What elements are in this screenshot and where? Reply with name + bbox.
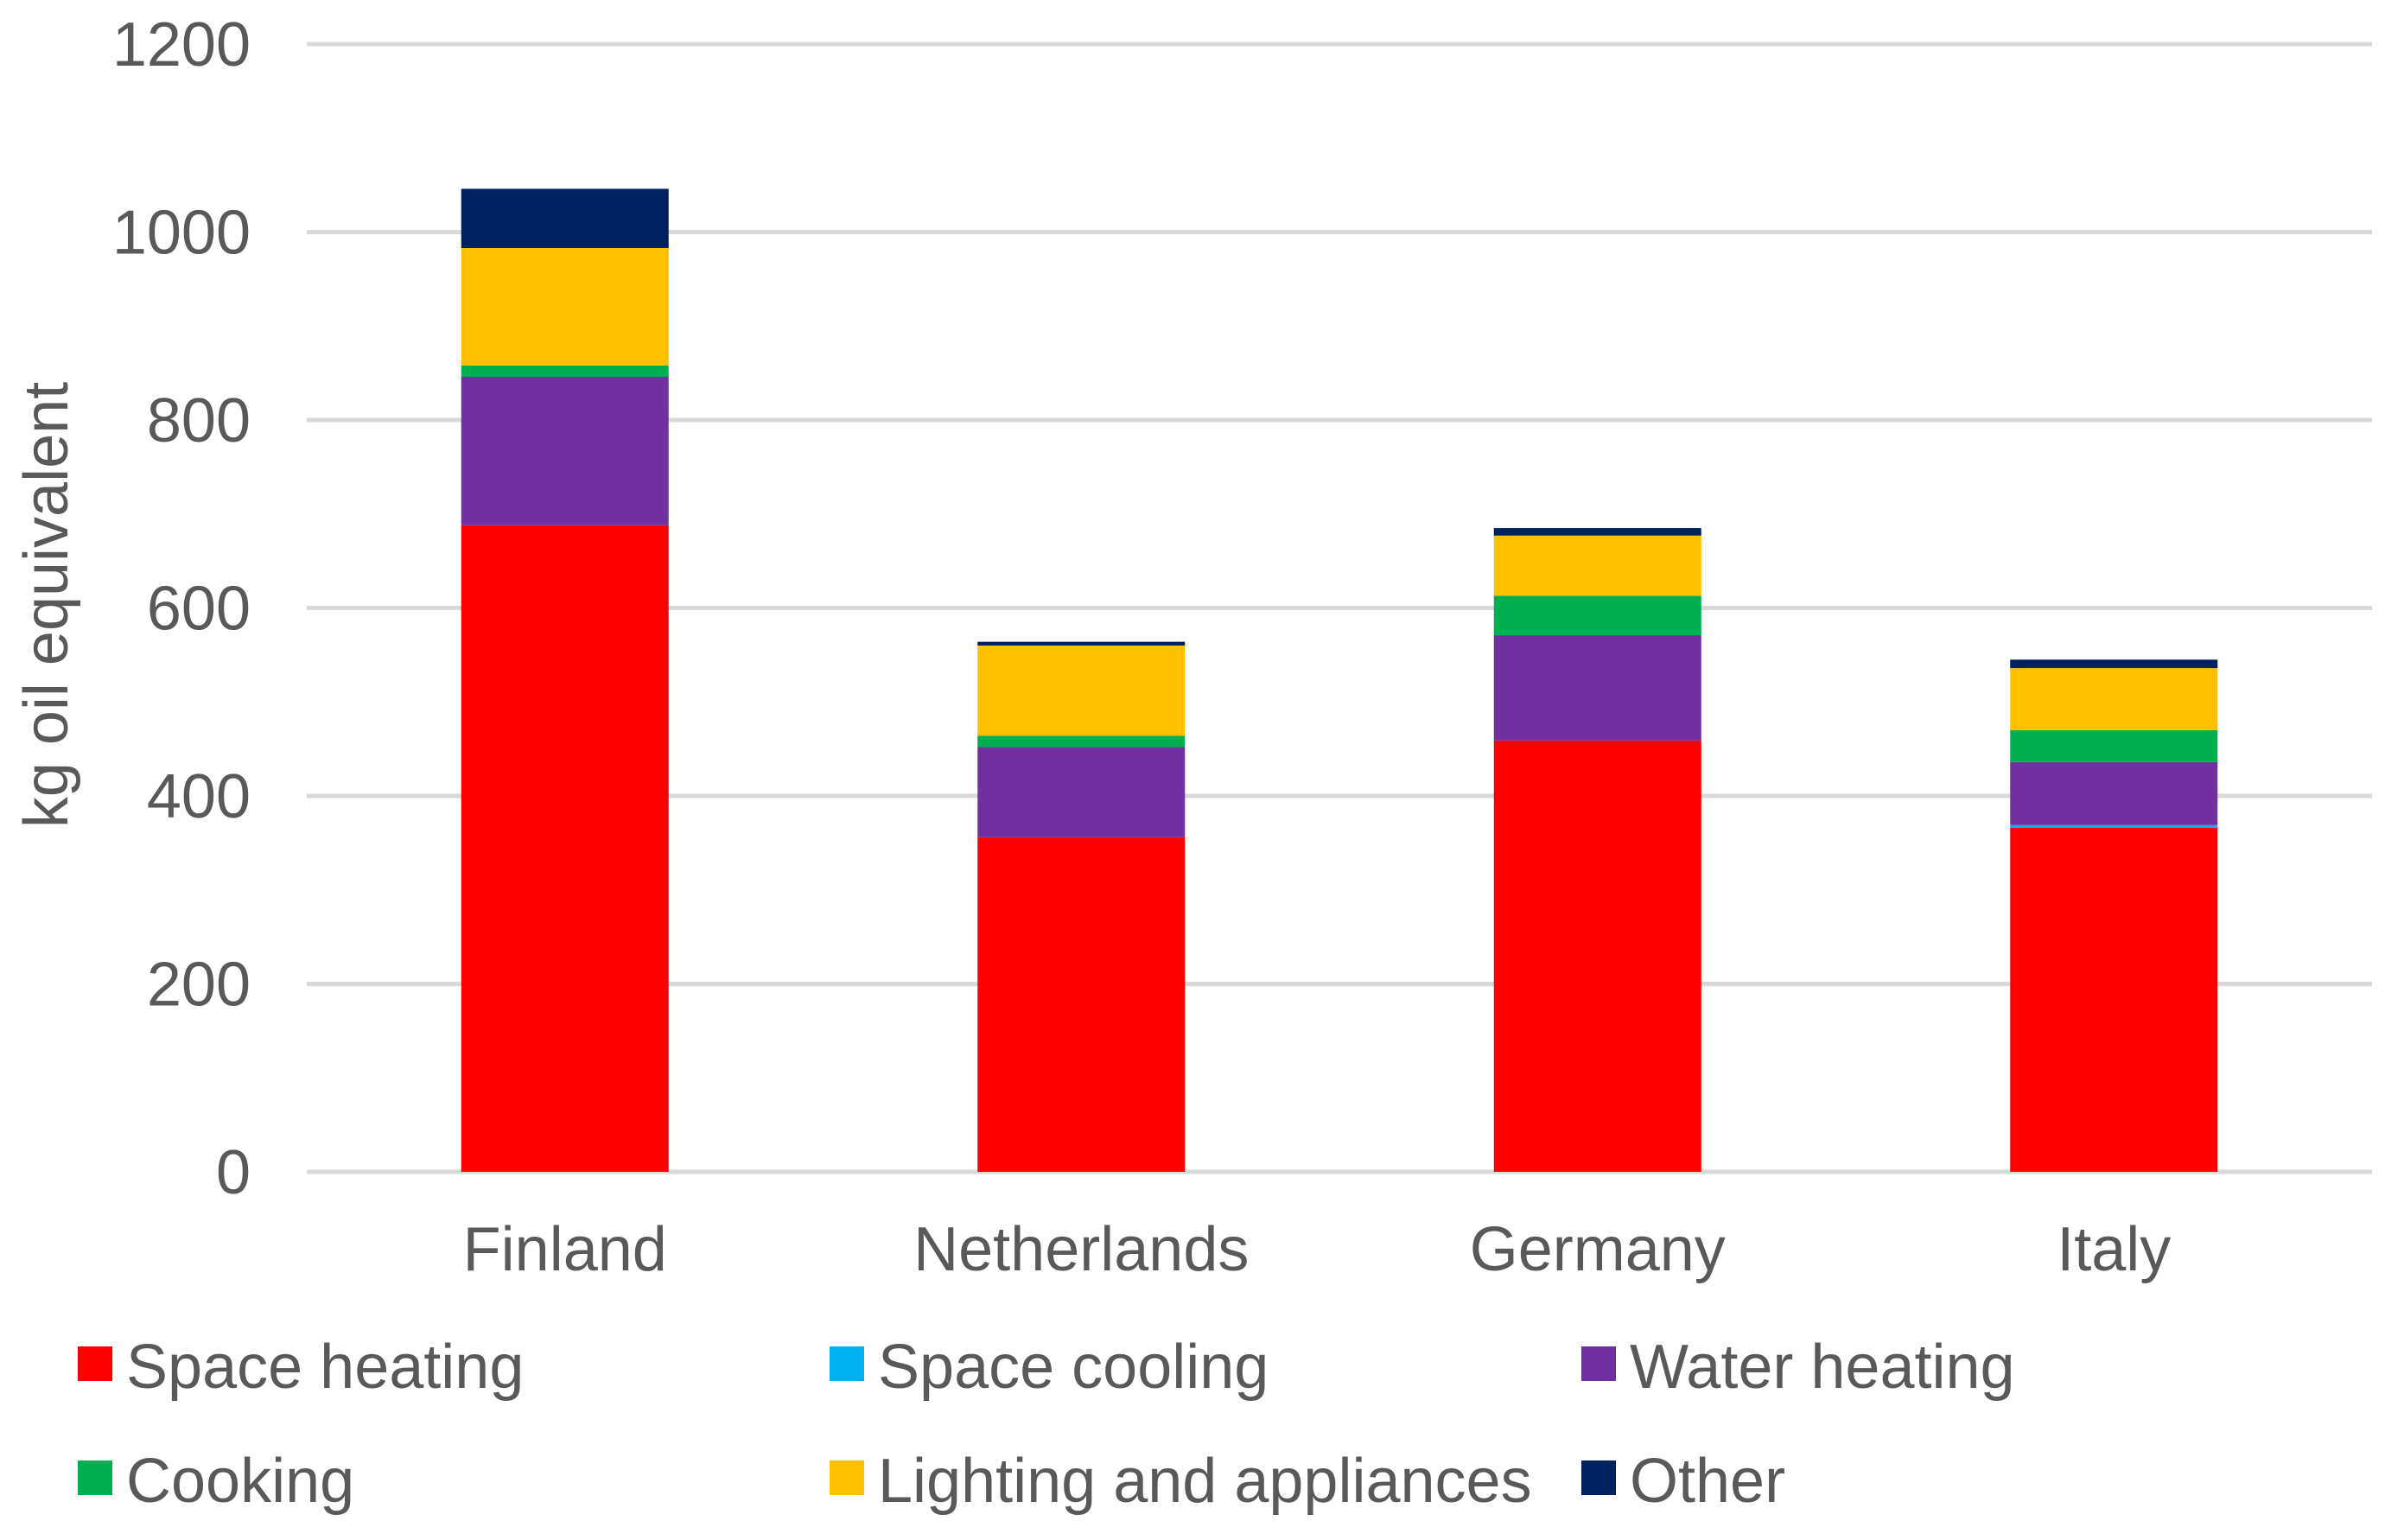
legend-swatch [1581, 1346, 1616, 1381]
legend-item-other: Other [1581, 1447, 1785, 1516]
y-tick-label: 200 [147, 951, 251, 1020]
legend-swatch [78, 1460, 112, 1495]
y-tick-label: 1000 [112, 199, 251, 268]
y-axis-label: kg oil equivalent [12, 382, 81, 828]
bar-italy-space-heating [2010, 827, 2218, 1172]
y-tick-label: 0 [216, 1138, 251, 1207]
bar-stack-netherlands [977, 641, 1186, 1172]
bar-italy-lighting-and-appliances [2010, 668, 2218, 730]
legend-swatch [830, 1460, 864, 1495]
bar-germany-other [1493, 528, 1701, 536]
legend-label: Lighting and appliances [878, 1447, 1532, 1516]
x-category-label: Germany [1470, 1215, 1726, 1284]
legend-swatch [1581, 1460, 1616, 1495]
legend: Space heating Space cooling Water heating C… [78, 1333, 2015, 1516]
y-tick-label: 600 [147, 575, 251, 644]
x-category-label: Italy [2057, 1215, 2171, 1284]
legend-item-lighting-and-appliances: Lighting and appliances [830, 1447, 1532, 1516]
legend-label: Cooking [126, 1447, 354, 1516]
legend-item-cooking: Cooking [78, 1447, 354, 1516]
x-category-label: Netherlands [913, 1215, 1249, 1284]
x-category-label: Finland [463, 1215, 667, 1284]
bar-finland-space-heating [461, 525, 669, 1172]
bar-stack-italy [2010, 659, 2218, 1172]
bar-finland-other [461, 188, 669, 248]
y-tick-label: 1200 [112, 10, 251, 80]
bar-italy-other [2010, 659, 2218, 669]
bar-germany-water-heating [1493, 635, 1701, 741]
legend-swatch [830, 1346, 864, 1381]
bar-finland-cooking [461, 365, 669, 377]
legend-item-space-cooling: Space cooling [830, 1333, 1269, 1402]
y-tick-label: 800 [147, 386, 251, 455]
bar-stack-germany [1493, 528, 1701, 1172]
bar-finland-water-heating [461, 376, 669, 525]
bar-netherlands-other [977, 641, 1186, 646]
x-axis-category-labels: Finland Netherlands Germany Italy [463, 1215, 2172, 1284]
bars [461, 188, 2218, 1172]
legend-swatch [78, 1346, 112, 1381]
legend-label: Space heating [126, 1333, 524, 1402]
legend-item-water-heating: Water heating [1581, 1333, 2015, 1402]
y-axis-tick-labels: 0 200 400 600 800 1000 1200 [112, 10, 251, 1207]
bar-italy-cooking [2010, 729, 2218, 762]
bar-italy-water-heating [2010, 761, 2218, 825]
bar-germany-space-heating [1493, 740, 1701, 1172]
bar-netherlands-water-heating [977, 747, 1186, 837]
bar-netherlands-space-heating [977, 837, 1186, 1172]
legend-label: Water heating [1630, 1333, 2015, 1402]
legend-item-space-heating: Space heating [78, 1333, 524, 1402]
bar-finland-lighting-and-appliances [461, 247, 669, 366]
bar-netherlands-cooking [977, 735, 1186, 748]
bar-germany-lighting-and-appliances [1493, 535, 1701, 596]
bar-stack-finland [461, 188, 669, 1172]
bar-italy-space-cooling [2010, 824, 2218, 828]
y-tick-label: 400 [147, 762, 251, 831]
legend-label: Other [1630, 1447, 1785, 1516]
bar-netherlands-lighting-and-appliances [977, 646, 1186, 736]
bar-germany-cooking [1493, 595, 1701, 636]
legend-label: Space cooling [878, 1333, 1269, 1402]
